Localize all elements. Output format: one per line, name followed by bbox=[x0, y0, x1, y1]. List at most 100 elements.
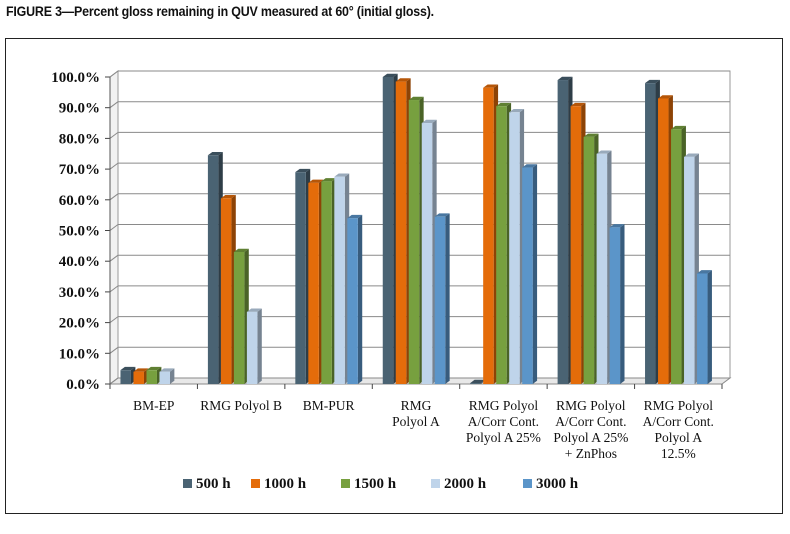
legend-label: 2000 h bbox=[444, 476, 487, 492]
bar-top bbox=[146, 366, 162, 371]
bar-front bbox=[496, 106, 507, 384]
bar-side bbox=[620, 224, 625, 384]
bar-side bbox=[357, 214, 363, 384]
bar-top bbox=[570, 102, 586, 107]
bar bbox=[522, 164, 538, 384]
bar-top bbox=[295, 168, 311, 173]
bar bbox=[658, 95, 673, 385]
bar-top bbox=[596, 150, 612, 154]
gridline-side bbox=[109, 101, 119, 109]
gridline-side bbox=[109, 193, 119, 201]
bar-top bbox=[133, 368, 149, 372]
bar-front bbox=[159, 371, 170, 384]
bar-top bbox=[658, 95, 673, 99]
bar-front bbox=[658, 98, 669, 385]
bars bbox=[120, 73, 712, 385]
category-label: RMG Polyol A/Corr Cont. Polyol A 12.5% bbox=[643, 398, 714, 461]
bar-front bbox=[570, 106, 582, 384]
bar bbox=[159, 368, 175, 384]
bar-top bbox=[470, 379, 486, 384]
legend-item: 3000 h bbox=[523, 476, 579, 492]
bar bbox=[133, 368, 149, 384]
bar-front bbox=[334, 176, 345, 384]
bar-front bbox=[246, 311, 258, 384]
bar-top bbox=[684, 153, 699, 157]
bar bbox=[395, 78, 411, 385]
bar bbox=[146, 366, 162, 384]
bar bbox=[557, 76, 573, 385]
legend-label: 3000 h bbox=[536, 476, 579, 492]
y-tick-label: 40.0% bbox=[59, 254, 100, 270]
legend-swatch bbox=[341, 479, 350, 488]
bar bbox=[509, 109, 525, 385]
bar bbox=[609, 224, 625, 384]
bar-side bbox=[445, 213, 450, 384]
y-tick-label: 50.0% bbox=[59, 224, 100, 240]
legend-item: 1500 h bbox=[341, 476, 397, 492]
bar-front bbox=[321, 181, 332, 384]
bar-top bbox=[334, 173, 350, 177]
gridline-side bbox=[109, 162, 119, 170]
bar-top bbox=[609, 224, 625, 228]
bar-front bbox=[233, 251, 245, 384]
bar-top bbox=[159, 368, 175, 372]
gridline-side bbox=[109, 70, 119, 78]
bar-front bbox=[308, 182, 319, 384]
bar bbox=[421, 119, 437, 385]
bar-top bbox=[207, 151, 223, 156]
gridline-side bbox=[109, 224, 119, 231]
bar bbox=[120, 366, 136, 384]
gridline-side bbox=[109, 316, 119, 324]
y-tick-label: 30.0% bbox=[59, 285, 100, 301]
bar-front bbox=[645, 83, 656, 384]
legend-swatch bbox=[251, 479, 260, 488]
bar-side bbox=[532, 164, 538, 384]
bar bbox=[382, 73, 398, 384]
y-tick-label: 100.0% bbox=[51, 70, 100, 86]
bar-front bbox=[207, 155, 219, 384]
bar-front bbox=[583, 136, 595, 384]
legend-swatch bbox=[183, 479, 192, 488]
bar-top bbox=[308, 179, 324, 183]
bar bbox=[583, 133, 599, 384]
bar bbox=[570, 102, 586, 385]
y-tick-label: 70.0% bbox=[59, 162, 100, 178]
bar-front bbox=[382, 77, 394, 384]
legend-swatch bbox=[431, 479, 440, 488]
bar-top bbox=[246, 308, 262, 312]
bar-front bbox=[434, 216, 446, 384]
bar bbox=[496, 102, 512, 385]
y-tick-label: 0.0% bbox=[66, 377, 100, 393]
category-label: RMG Polyol A/Corr Cont. Polyol A 25% bbox=[466, 398, 541, 445]
bar bbox=[246, 308, 262, 384]
bar-top bbox=[120, 366, 136, 371]
bar-front bbox=[671, 129, 682, 384]
bar-side bbox=[707, 270, 712, 384]
bar-front bbox=[133, 371, 144, 384]
bar-top bbox=[421, 119, 437, 124]
bar-front bbox=[483, 87, 494, 385]
bar bbox=[645, 79, 660, 384]
gridline-side bbox=[109, 346, 119, 354]
bar bbox=[207, 151, 223, 384]
bar-front bbox=[408, 100, 420, 385]
legend-label: 1500 h bbox=[354, 476, 397, 492]
bar bbox=[684, 153, 699, 384]
bar-top bbox=[697, 270, 712, 274]
bar bbox=[671, 125, 686, 384]
gridline-side bbox=[109, 131, 119, 139]
bar-front bbox=[421, 123, 433, 385]
legend-item: 2000 h bbox=[431, 476, 487, 492]
category-label: BM-PUR bbox=[303, 398, 355, 413]
bar-front bbox=[146, 370, 157, 384]
gridline-side bbox=[109, 377, 119, 385]
figure-caption: FIGURE 3—Percent gloss remaining in QUV … bbox=[6, 4, 434, 19]
bar bbox=[334, 173, 350, 384]
bar-top bbox=[671, 125, 686, 130]
y-tick-label: 10.0% bbox=[59, 346, 100, 362]
category-label: RMG Polyol B bbox=[200, 398, 282, 413]
bar-front bbox=[557, 80, 569, 384]
bar-front bbox=[697, 273, 708, 384]
bar-top bbox=[395, 78, 411, 82]
bar-top bbox=[483, 84, 499, 88]
